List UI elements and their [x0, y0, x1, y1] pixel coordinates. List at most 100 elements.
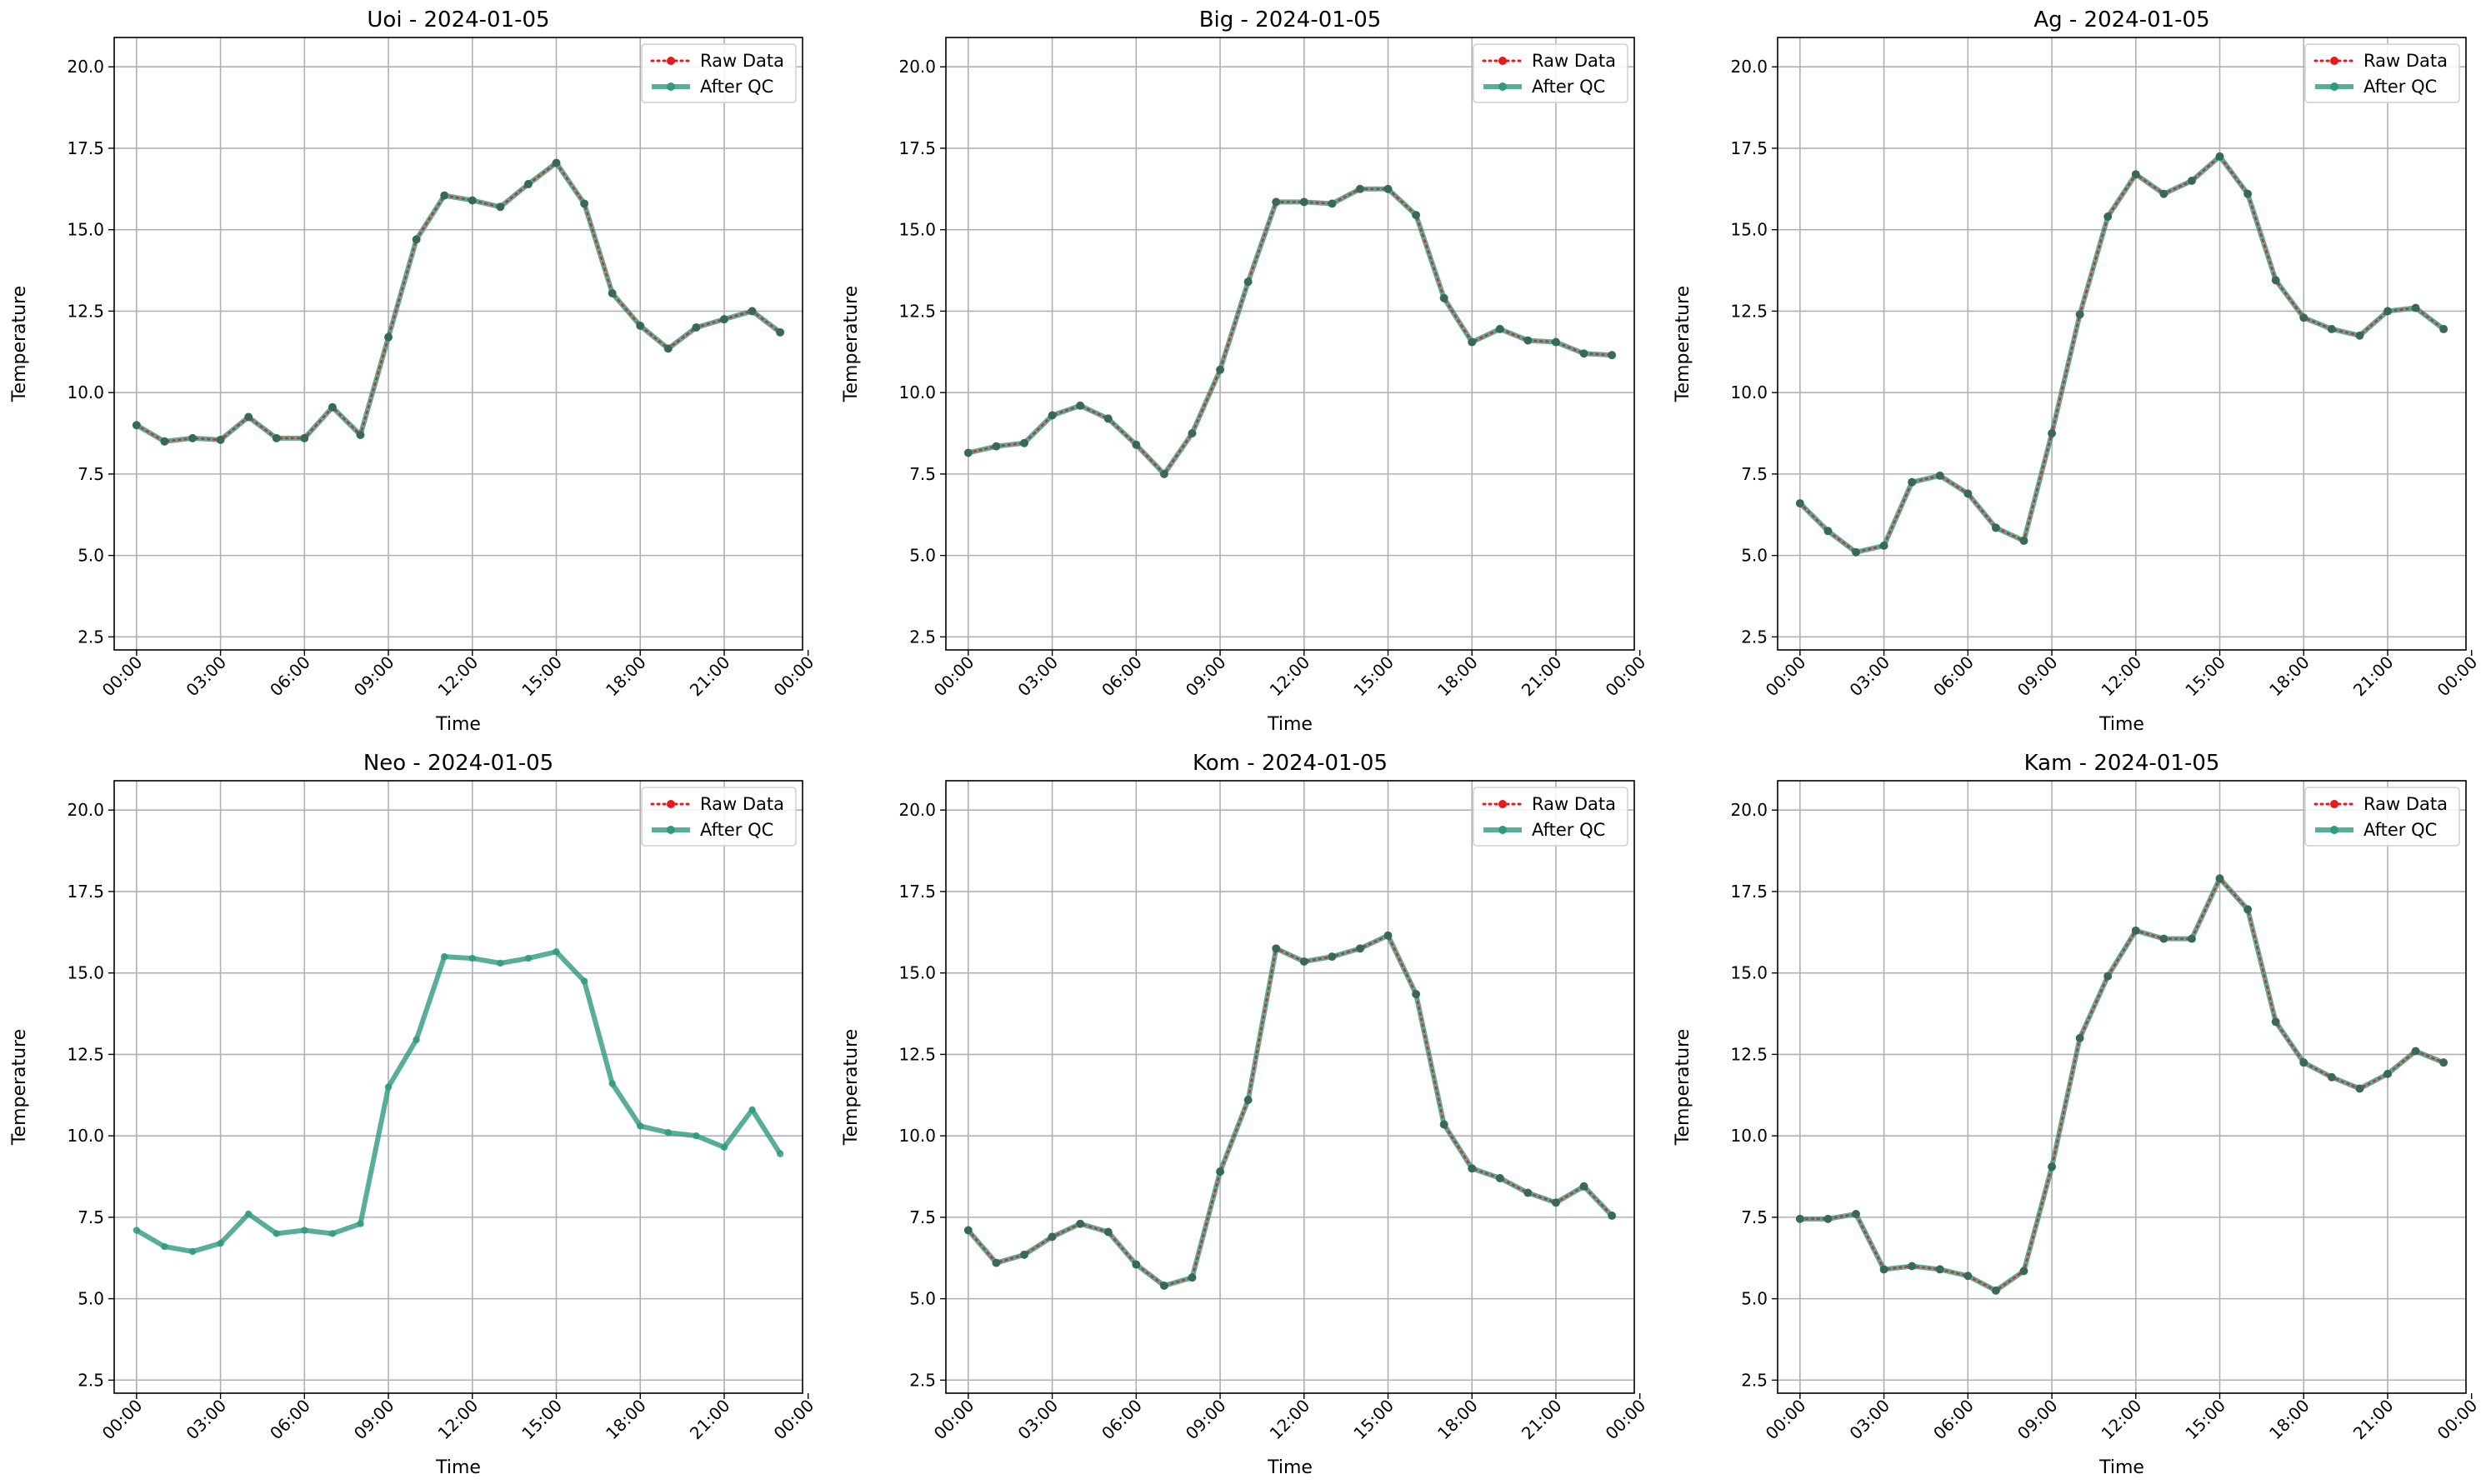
after-qc-point: [663, 344, 673, 353]
x-tick-label: 00:00: [1762, 1396, 1810, 1444]
after-qc-point: [1355, 184, 1364, 193]
after-qc-point: [1299, 197, 1308, 207]
y-tick-label: 20.0: [898, 800, 936, 820]
y-axis-label: Temperature: [1673, 1029, 1693, 1146]
after-qc-point: [1495, 324, 1504, 333]
after-qc-point: [356, 430, 365, 439]
legend-qc-marker: [667, 826, 675, 834]
after-qc-point: [328, 402, 337, 412]
y-tick-label: 7.5: [1741, 464, 1768, 484]
after-qc-point: [2215, 874, 2224, 883]
legend-qc-marker: [1498, 826, 1507, 834]
after-qc-point: [1159, 1281, 1168, 1290]
x-tick-label: 21:00: [686, 652, 734, 701]
legend-qc-label: After QC: [700, 820, 773, 840]
legend: Raw Data After QC: [2304, 43, 2460, 103]
y-tick-label: 15.0: [898, 220, 936, 240]
after-qc-point: [1048, 411, 1057, 420]
after-qc-point: [748, 1106, 756, 1114]
y-tick-label: 12.5: [1730, 301, 1768, 321]
after-qc-point: [1439, 293, 1448, 302]
after-qc-point: [272, 433, 281, 442]
y-tick-label: 7.5: [78, 1207, 104, 1227]
y-tick-label: 2.5: [909, 627, 936, 647]
legend-raw-label: Raw Data: [1532, 51, 1616, 71]
legend: Raw Data After QC: [2304, 787, 2460, 847]
legend-raw-marker: [667, 57, 675, 65]
after-qc-point: [1551, 337, 1560, 347]
x-tick-label: 00:00: [1602, 652, 1650, 701]
y-tick-label: 12.5: [1730, 1044, 1768, 1064]
legend: Raw Data After QC: [1473, 43, 1628, 103]
after-qc-point: [1795, 499, 1804, 508]
y-tick-label: 15.0: [898, 963, 936, 983]
x-tick-label: 09:00: [350, 652, 398, 701]
after-qc-point: [1048, 1232, 1057, 1242]
x-tick-label: 00:00: [930, 1396, 978, 1444]
after-qc-point: [2355, 331, 2364, 340]
after-qc-point: [468, 196, 477, 205]
after-qc-point: [1355, 944, 1364, 953]
panel-title: Kom - 2024-01-05: [1193, 751, 1388, 776]
after-qc-point: [2383, 307, 2392, 316]
after-qc-point: [1328, 199, 1337, 208]
x-axis-label: Time: [2098, 714, 2144, 735]
y-tick-label: 7.5: [1741, 1207, 1768, 1227]
after-qc-point: [1908, 477, 1917, 487]
after-qc-point: [776, 327, 785, 337]
after-qc-point: [2439, 324, 2448, 333]
x-tick-label: 06:00: [1098, 652, 1146, 701]
y-tick-label: 12.5: [67, 301, 104, 321]
after-qc-point: [1299, 957, 1308, 966]
y-tick-label: 7.5: [78, 464, 104, 484]
plot-frame: [113, 37, 803, 651]
after-qc-point: [1159, 469, 1168, 478]
series-line-after-qc: [966, 932, 1614, 1288]
legend-raw-label: Raw Data: [2363, 51, 2448, 71]
after-qc-point: [441, 952, 448, 961]
after-qc-point: [2103, 212, 2113, 222]
after-qc-point: [440, 191, 449, 200]
y-tick-label: 12.5: [898, 1044, 936, 1064]
x-tick-label: 15:00: [2181, 1396, 2229, 1444]
after-qc-point: [1879, 541, 1888, 550]
y-tick-label: 20.0: [1730, 57, 1768, 77]
legend-qc-label: After QC: [1532, 77, 1605, 97]
series-line-after-qc: [968, 186, 1613, 477]
after-qc-point: [1328, 952, 1337, 962]
after-qc-point: [992, 1258, 1001, 1267]
y-tick-label: 10.0: [1730, 1126, 1768, 1146]
x-tick-label: 00:00: [98, 652, 147, 701]
legend-raw-marker: [2330, 800, 2338, 808]
x-tick-label: 09:00: [2013, 1396, 2062, 1444]
after-qc-point: [1132, 440, 1141, 449]
legend-raw-marker: [2330, 57, 2338, 65]
x-tick-label: 00:00: [770, 652, 818, 701]
x-tick-label: 03:00: [1845, 652, 1893, 701]
x-tick-label: 21:00: [2349, 652, 2398, 701]
after-qc-point: [244, 1210, 253, 1218]
after-qc-point: [217, 1239, 224, 1247]
after-qc-point: [357, 1220, 364, 1227]
panel-uoi: 2.5 5.0 7.5 10.0 12.5 15.0 17.5 20.0 00:00 03:00 0…: [9, 7, 818, 735]
after-qc-point: [1412, 990, 1421, 999]
y-tick-label: 2.5: [909, 1370, 936, 1390]
legend-raw-marker: [1498, 800, 1507, 808]
x-tick-label: 12:00: [1266, 652, 1314, 701]
after-qc-point: [1795, 1214, 1804, 1223]
y-axis-label: Temperature: [9, 1029, 30, 1146]
after-qc-point: [1272, 944, 1281, 953]
plot-frame: [945, 37, 1635, 651]
after-qc-point: [2075, 1033, 2084, 1042]
after-qc-point: [1495, 1173, 1504, 1182]
plot-frame: [113, 780, 803, 1394]
series-line-raw-data: [967, 187, 1613, 476]
x-tick-label: 15:00: [518, 1396, 566, 1444]
after-qc-point: [328, 1230, 337, 1237]
y-tick-label: 7.5: [909, 464, 936, 484]
after-qc-point: [2131, 170, 2140, 179]
y-tick-label: 5.0: [78, 546, 104, 566]
x-axis-label: Time: [2098, 1457, 2144, 1478]
after-qc-point: [2019, 1267, 2028, 1276]
after-qc-point: [1468, 337, 1477, 347]
